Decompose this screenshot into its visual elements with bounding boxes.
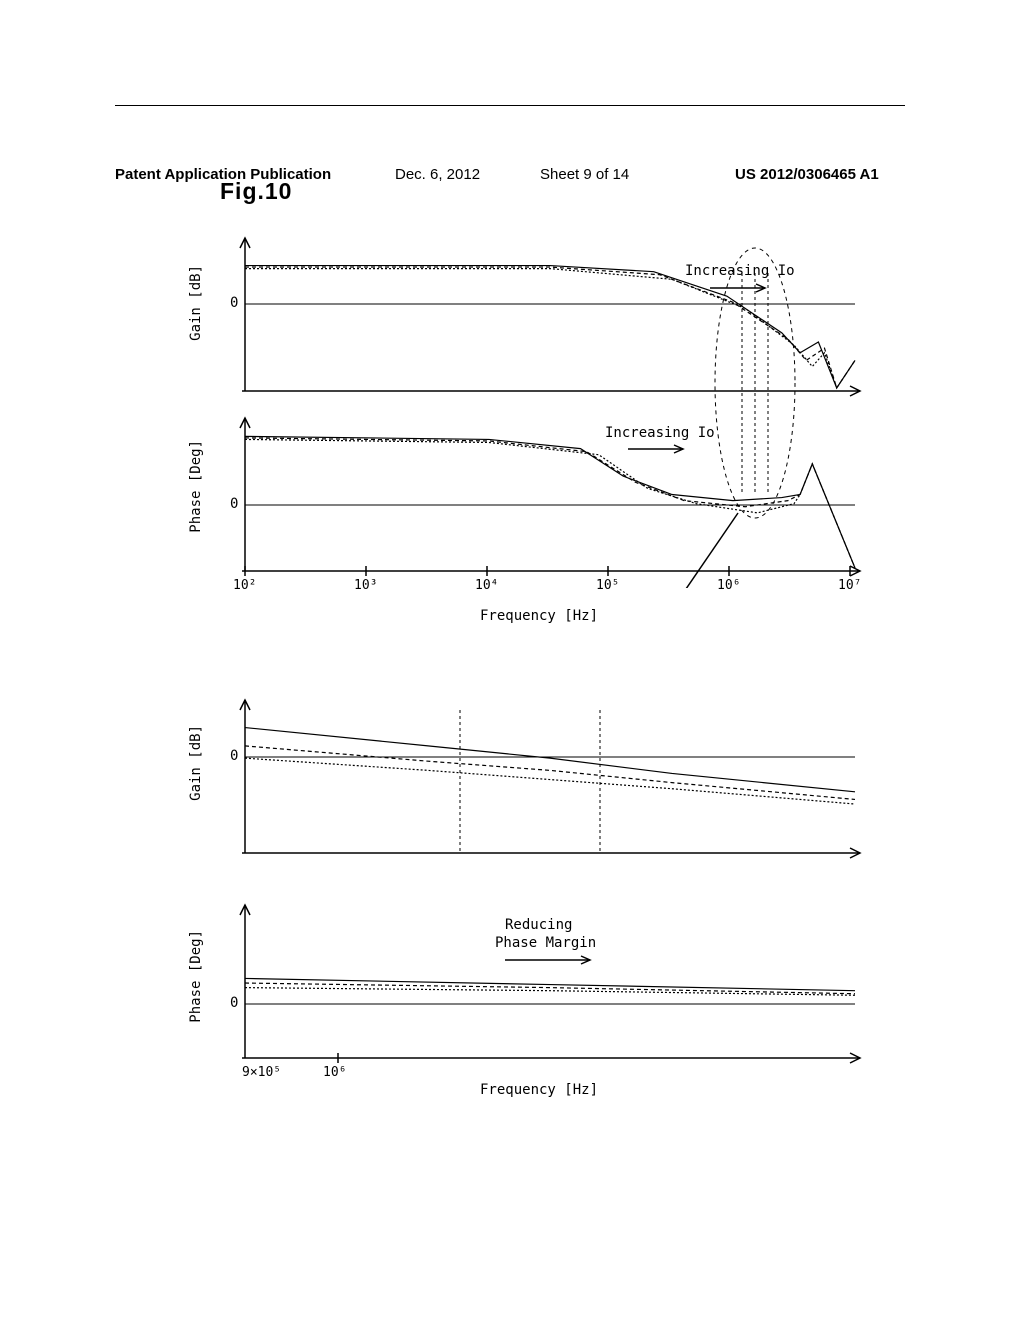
phase2-xlabel: Frequency [Hz]: [480, 1082, 598, 1098]
phase-chart-1-svg: [220, 408, 860, 576]
gain1-annotation: Increasing Io: [685, 263, 795, 279]
page-header: Patent Application Publication Dec. 6, 2…: [0, 83, 1024, 113]
gain2-zero-label: 0: [230, 748, 238, 764]
gain-chart-2: 0: [220, 690, 860, 858]
gain1-zero-label: 0: [230, 295, 238, 311]
phase1-annotation: Increasing Io: [605, 425, 715, 441]
phase2-annotation-bottom: Phase Margin: [495, 935, 596, 951]
phase1-xtick-0: 10²: [233, 578, 256, 593]
pubnum-label: US 2012/0306465 A1: [735, 166, 879, 183]
phase2-xtick-0: 9×10⁵: [242, 1065, 281, 1080]
phase1-ylabel: Phase [Deg]: [188, 440, 204, 533]
phase1-xtick-4: 10⁶: [717, 578, 740, 593]
phase2-zero-label: 0: [230, 995, 238, 1011]
phase1-xtick-3: 10⁵: [596, 578, 619, 593]
phase1-xtick-2: 10⁴: [475, 578, 498, 593]
figure-title: Fig.10: [220, 178, 292, 205]
header-rule: [115, 105, 905, 106]
phase1-xtick-5: 10⁷: [838, 578, 861, 593]
sheet-label: Sheet 9 of 14: [540, 166, 629, 183]
phase1-xlabel: Frequency [Hz]: [480, 608, 598, 624]
gain-chart-2-svg: [220, 690, 860, 858]
gain1-ylabel: Gain [dB]: [188, 265, 204, 341]
phase-chart-1: 0 Increasing Io 10²10³10⁴10⁵10⁶10⁷: [220, 408, 860, 576]
gain2-ylabel: Gain [dB]: [188, 725, 204, 801]
date-label: Dec. 6, 2012: [395, 166, 480, 183]
phase-chart-2: 0 Reducing Phase Margin 9×10⁵ 10⁶: [220, 895, 860, 1063]
phase2-annotation-top: Reducing: [505, 917, 572, 933]
gain-chart-1-svg: [220, 228, 860, 396]
phase1-zero-label: 0: [230, 496, 238, 512]
phase2-ylabel: Phase [Deg]: [188, 930, 204, 1023]
gain-chart-1: 0 Increasing Io: [220, 228, 860, 396]
phase1-xtick-1: 10³: [354, 578, 377, 593]
phase2-xtick-1: 10⁶: [323, 1065, 346, 1080]
